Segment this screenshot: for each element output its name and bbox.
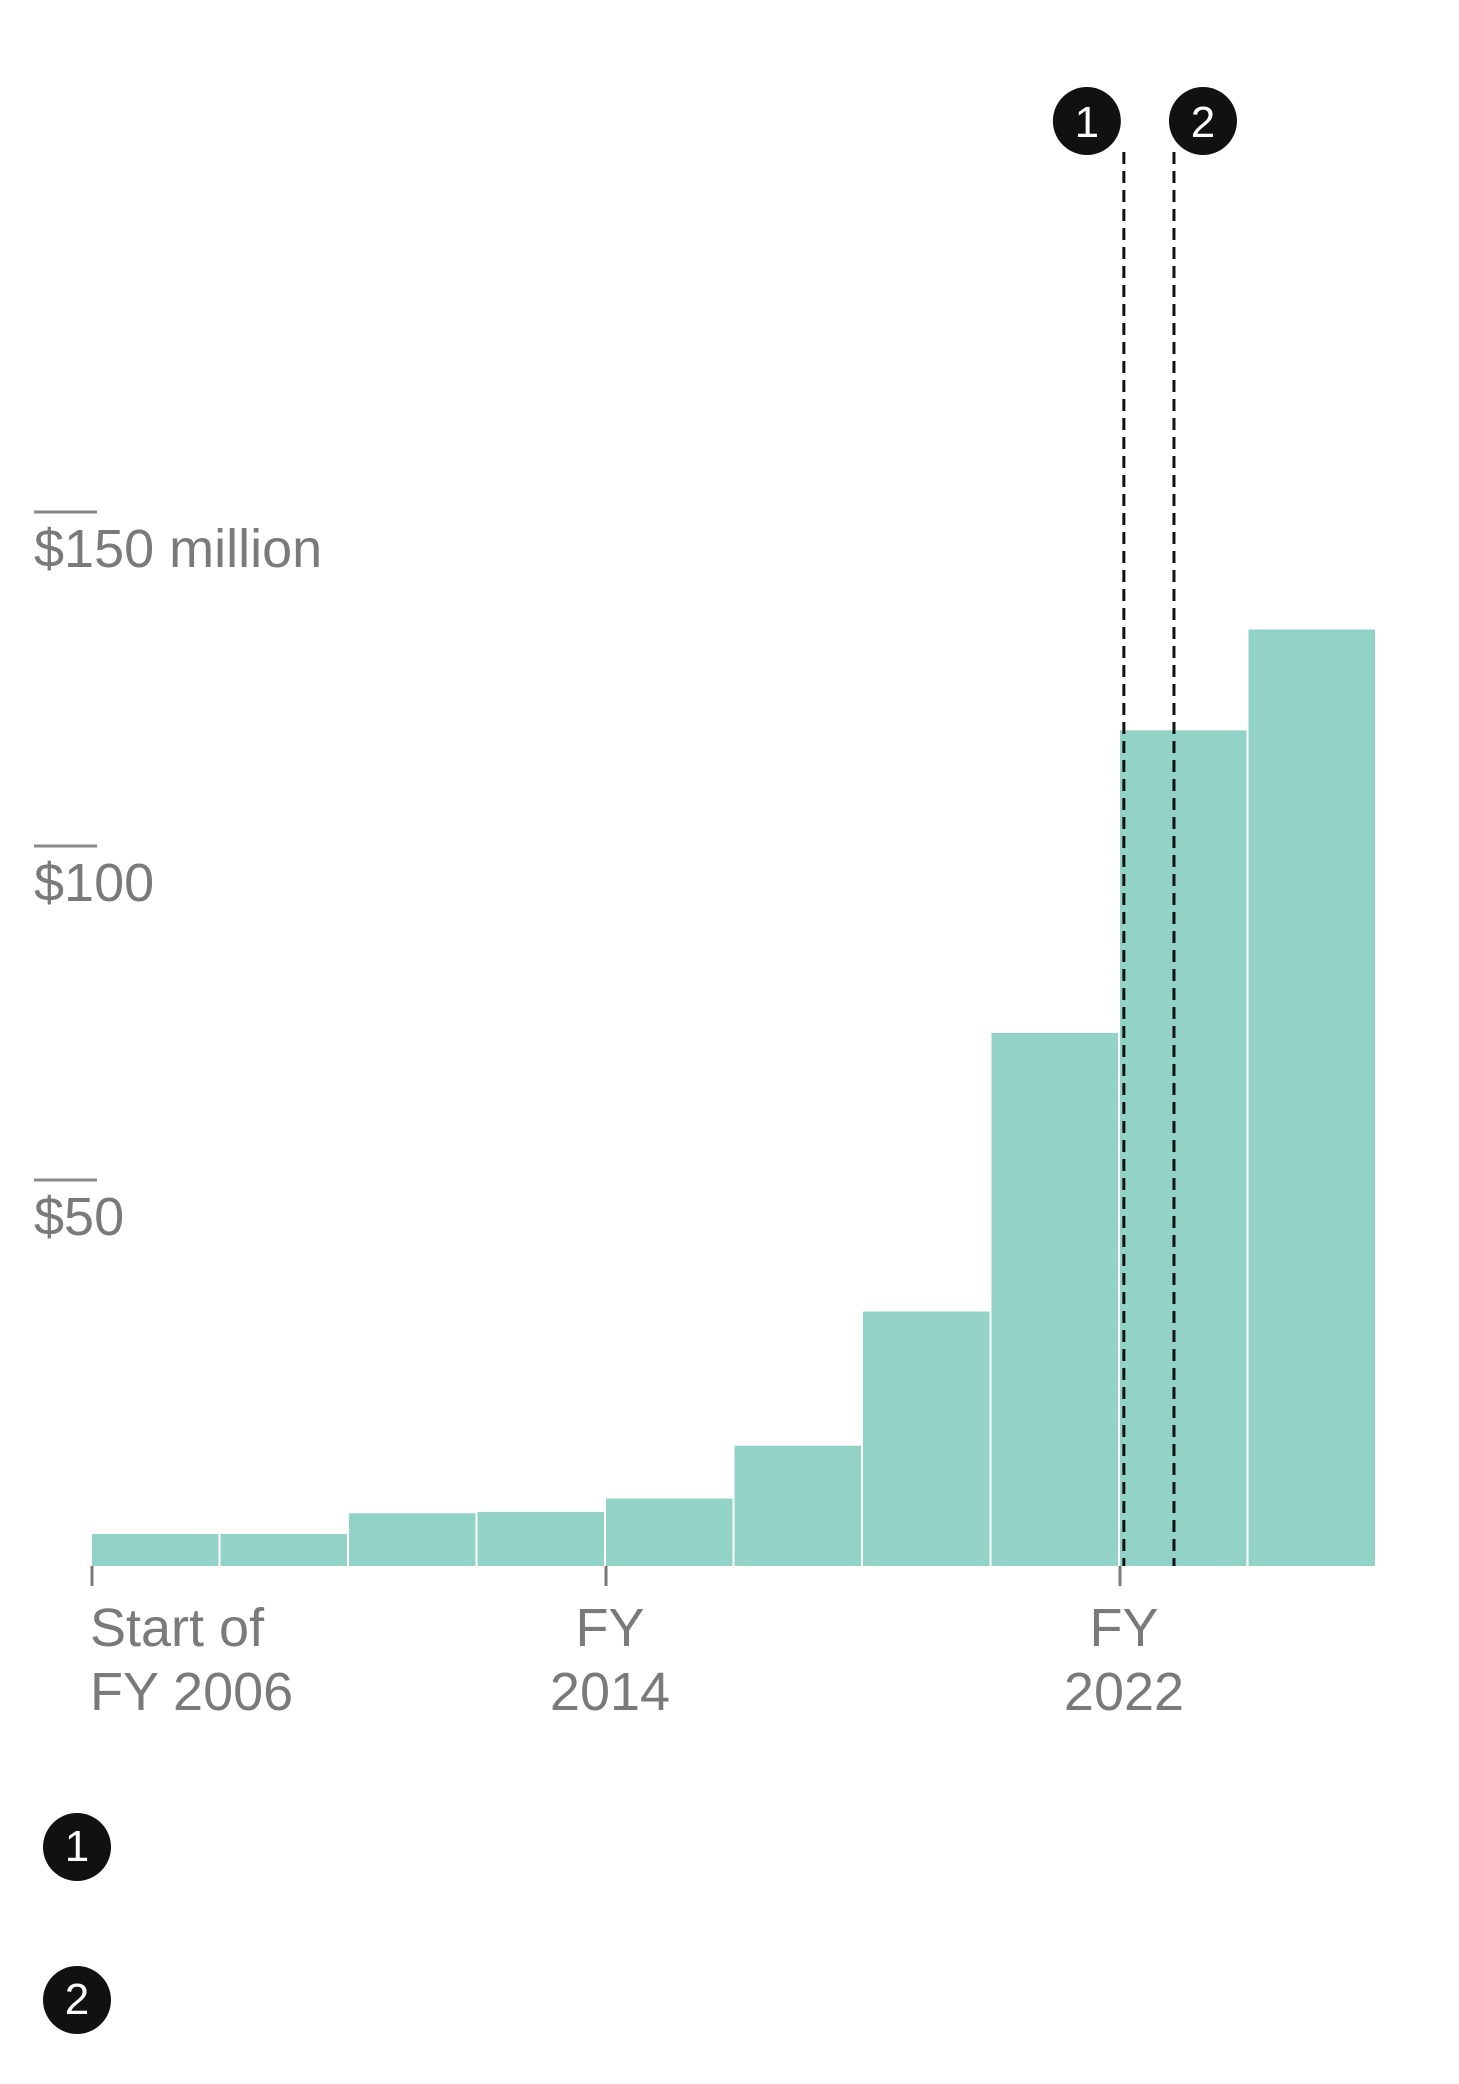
bar-7 — [991, 1032, 1118, 1566]
x-tick-label-2-1: 2022 — [1064, 1662, 1184, 1722]
marker-circle-1 — [1052, 87, 1121, 155]
bar-2 — [349, 1513, 476, 1566]
marker-label-1: 1 — [1075, 98, 1099, 147]
bar-6 — [863, 1311, 990, 1566]
bar-8 — [1120, 730, 1247, 1566]
x-tick-label-0-1: FY 2006 — [90, 1662, 293, 1722]
marker-circle-2 — [1168, 87, 1237, 155]
footnote-marker-1: 1 — [43, 1813, 111, 1881]
bar-4 — [606, 1498, 733, 1566]
x-tick-label-1-1: 2014 — [550, 1662, 670, 1722]
x-tick-label-0-0: Start of — [90, 1598, 265, 1658]
bar-0 — [92, 1533, 219, 1566]
x-tick-label-1-0: FY — [575, 1598, 644, 1658]
y-tick-label-2: $50 — [34, 1187, 124, 1247]
marker-label-2: 2 — [1191, 98, 1215, 147]
footnote-marker-2: 2 — [43, 1966, 111, 2034]
bar-5 — [734, 1445, 861, 1566]
y-tick-label-1: $100 — [34, 853, 154, 913]
bar-9 — [1248, 629, 1375, 1566]
bar-3 — [477, 1511, 604, 1566]
bar-1 — [220, 1533, 347, 1566]
y-tick-label-0: $150 million — [34, 519, 322, 579]
x-tick-label-2-0: FY — [1089, 1598, 1158, 1658]
